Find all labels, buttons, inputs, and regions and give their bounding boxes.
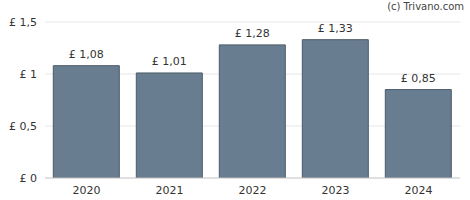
svg-text:£ 1,5: £ 1,5 — [9, 16, 37, 29]
svg-text:£ 0,85: £ 0,85 — [401, 72, 436, 85]
svg-text:£ 1,08: £ 1,08 — [69, 48, 104, 61]
svg-text:2020: 2020 — [73, 184, 101, 197]
svg-text:2022: 2022 — [239, 184, 267, 197]
svg-text:£ 0: £ 0 — [20, 172, 38, 185]
svg-text:£ 1,28: £ 1,28 — [235, 27, 270, 40]
svg-text:2024: 2024 — [405, 184, 433, 197]
svg-text:£ 1,01: £ 1,01 — [152, 55, 187, 68]
svg-text:2021: 2021 — [156, 184, 184, 197]
svg-text:£ 1: £ 1 — [20, 68, 38, 81]
html-text:(c) Trivano.com: (c) Trivano.com — [387, 1, 464, 12]
svg-text:£ 1,33: £ 1,33 — [318, 22, 353, 35]
svg-text:2023: 2023 — [322, 184, 350, 197]
svg-text:£ 0,5: £ 0,5 — [9, 120, 37, 133]
